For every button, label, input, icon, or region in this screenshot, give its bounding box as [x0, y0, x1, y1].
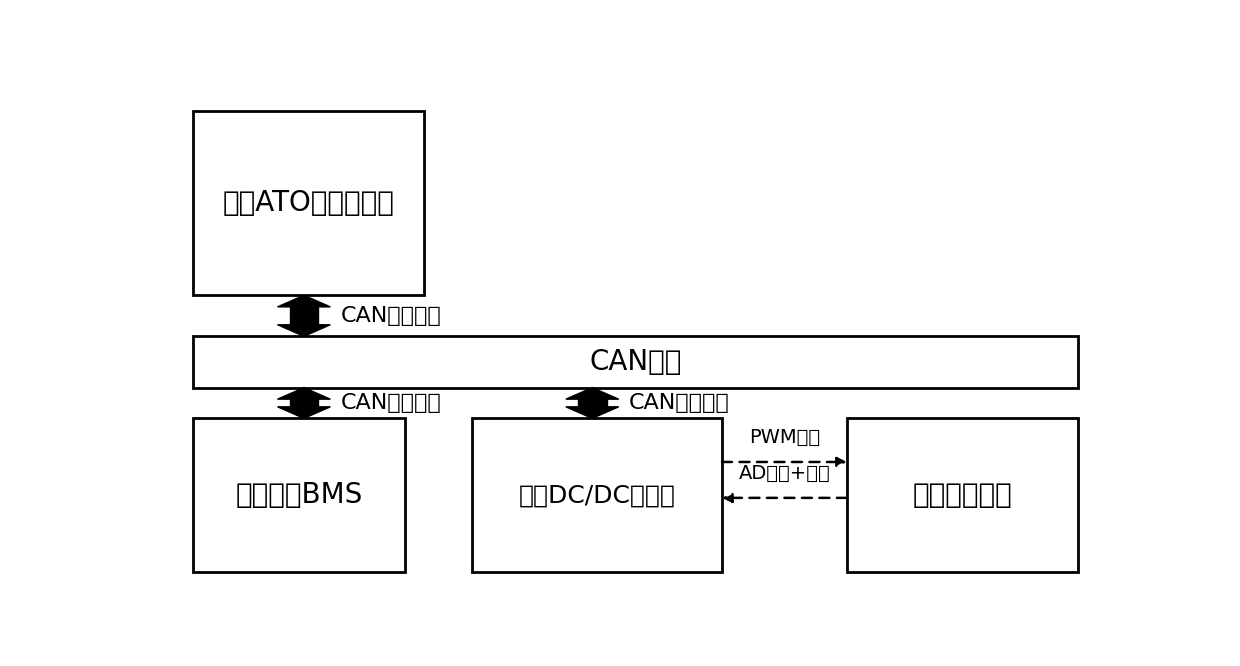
Bar — [193, 111, 424, 295]
Bar — [578, 399, 606, 407]
Text: PWM控制: PWM控制 — [749, 428, 820, 447]
Text: 燃料电池系统: 燃料电池系统 — [913, 482, 1012, 509]
Text: AD采集+调理: AD采集+调理 — [739, 464, 831, 482]
Bar — [193, 336, 1078, 388]
Polygon shape — [565, 407, 619, 418]
Text: CAN通信电路: CAN通信电路 — [629, 393, 729, 413]
Text: 储能系统BMS: 储能系统BMS — [236, 482, 363, 509]
Polygon shape — [565, 388, 619, 399]
Polygon shape — [278, 388, 330, 399]
Polygon shape — [278, 407, 330, 418]
Text: 单向DC/DC变换器: 单向DC/DC变换器 — [518, 484, 676, 507]
Bar — [290, 399, 319, 407]
Text: CAN总线: CAN总线 — [589, 348, 682, 376]
Text: CAN通信电路: CAN通信电路 — [341, 393, 441, 413]
Polygon shape — [278, 295, 330, 307]
Bar — [193, 418, 404, 572]
Bar — [847, 418, 1078, 572]
Polygon shape — [278, 325, 330, 336]
Text: CAN通信电路: CAN通信电路 — [341, 306, 441, 326]
Bar — [472, 418, 722, 572]
Bar — [290, 307, 319, 325]
Text: 列车ATO系统控制器: 列车ATO系统控制器 — [223, 189, 394, 217]
